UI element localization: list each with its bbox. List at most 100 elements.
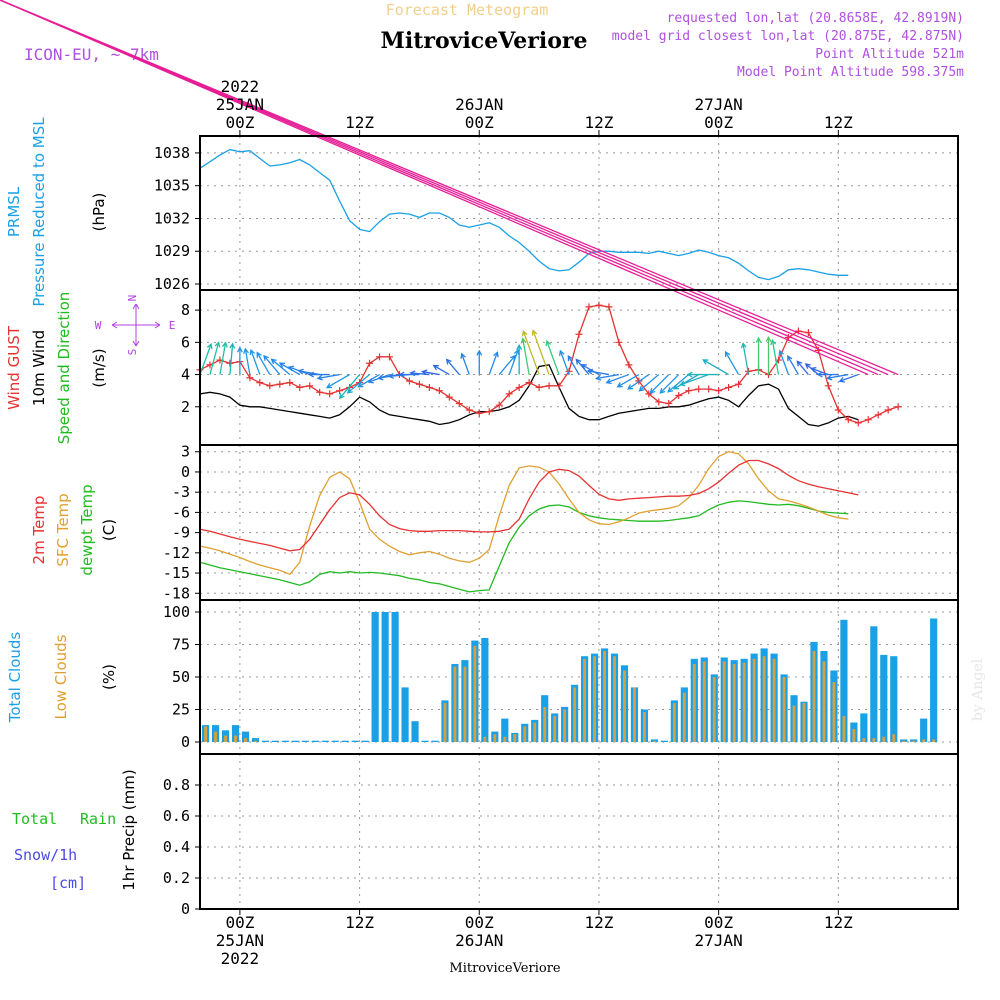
total-cloud-bar [241,731,250,742]
top-time-label: 2022 [221,77,260,96]
panel-frame-wind [199,289,959,446]
wind-arrow [839,373,859,382]
top-time-label: 00Z [225,113,254,132]
gust-marker [585,303,593,311]
gust-marker [286,379,294,387]
gust-marker [595,301,603,309]
wind-arrow-head [787,355,793,362]
temp-ytick-label: -12 [163,544,190,562]
wind-arrow [199,343,212,375]
total-cloud-bar [341,740,349,742]
wind-arrow [532,330,550,375]
bottom-time-label: 27JAN [695,931,743,950]
wind-arrow [508,349,519,375]
compass-e: E [169,319,176,332]
compass-w: W [95,319,102,332]
pressure-ytick-label: 1032 [154,209,190,227]
wind-arrow-head [810,367,817,373]
gust-marker [366,359,374,367]
low-cloud-bar [752,658,756,742]
wind-arrow [779,350,790,375]
low-cloud-bar [543,706,547,742]
gust-marker [705,385,713,393]
dewpt-line [199,500,849,593]
total-cloud-bar [840,619,848,742]
temp-ytick-label: -15 [163,564,190,582]
bottom-time-label: 12Z [824,913,853,932]
wind-arrow [256,352,271,375]
low-cloud-bar [882,736,886,742]
compass-n: N [126,295,139,302]
wind-arrow [250,349,261,375]
wind-arrow [498,355,516,375]
low-cloud-bar [443,703,447,742]
total-cloud-bar [321,740,329,742]
low-cloud-bar [702,661,706,742]
low-cloud-bar [812,651,816,742]
clouds-ytick-label: 50 [172,668,190,686]
low-cloud-bar [692,664,696,742]
gust-marker [485,408,493,416]
low-cloud-bar [712,677,716,742]
wind-arrow-head [559,349,565,356]
low-cloud-bar [722,661,726,742]
wind-arrow-head [778,349,785,356]
total-cloud-bar [291,740,299,742]
pressure-unit-label: (hPa) [90,193,108,232]
wind-arrow-head [316,374,323,381]
total-cloud-bar [251,738,260,742]
low-cloud-bar [732,664,736,742]
low-cloud-bar [772,658,776,742]
point-altitude: Point Altitude 521m [815,47,964,62]
low-cloud-bar [573,687,577,742]
wind-arrow [219,342,227,375]
gust-marker [256,379,264,387]
top-time-label: 27JAN [695,95,743,114]
low-cloud-bar [862,738,866,742]
pressure-ytick-label: 1038 [154,144,190,162]
top-time-label: 00Z [465,113,494,132]
pressure-label: PRMSL [5,186,23,237]
gust-marker [266,382,274,390]
wind-arrow-head [287,365,295,372]
low-cloud-bar [902,740,906,742]
total-clouds-label: Total Clouds [6,632,24,724]
wind-arrow [422,370,440,376]
wind-arrow [742,343,750,375]
top-time-label: 12Z [824,113,853,132]
gust-marker [445,393,453,401]
wind-arrow [244,348,251,375]
gust-marker [824,382,832,390]
wind-arrow [339,374,361,399]
low-cloud-bar [633,687,636,742]
wind-arrow-head [432,364,439,371]
wind-arrow [627,374,650,390]
temp-ytick-label: -18 [163,584,190,602]
total-cloud-bar [381,612,389,742]
temp-ytick-label: 3 [181,443,190,461]
wind-arrow-head [409,370,416,377]
wind-arrow-head [206,342,213,350]
total-cloud-bar [501,718,509,742]
low-cloud-bar [254,740,257,742]
bottom-time-label: 12Z [584,913,613,932]
gust-marker [735,380,743,388]
wind-arrow-head [398,371,405,378]
gust-marker [854,419,862,427]
precip-ytick-label: 0.2 [163,869,190,887]
precip-ytick-label: 0.6 [163,807,190,825]
low-cloud-bar [523,726,527,742]
wind-arrow-head [263,354,269,361]
footer-location: MitroviceVeriore [449,961,561,976]
low-cloud-bar [922,739,926,742]
wind-arrow [559,350,570,375]
gust-marker [435,387,443,395]
compass-arrows [111,303,161,347]
gust-marker [425,383,433,391]
total-cloud-bar [870,626,878,742]
temp-ytick-label: -3 [172,483,190,501]
wind-ytick-label: 6 [181,333,190,351]
wind-arrow [461,353,470,375]
gust-marker [246,374,254,382]
